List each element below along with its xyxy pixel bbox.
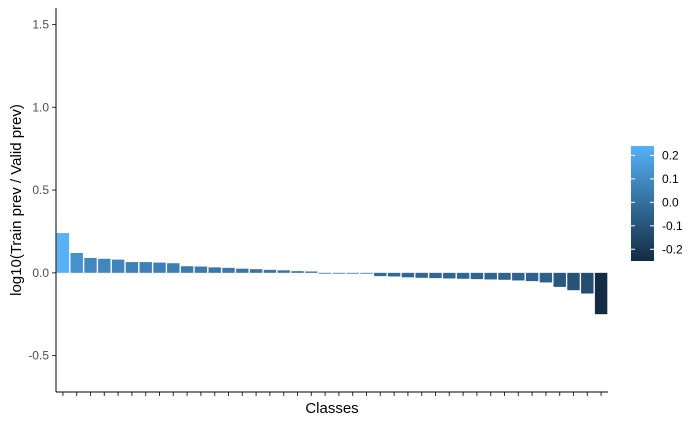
legend-tick-label: 0.0	[662, 195, 679, 209]
bar	[249, 269, 263, 273]
legend-tick-label: 0.1	[662, 172, 679, 186]
bar	[277, 270, 290, 273]
bar	[180, 266, 194, 273]
bar	[291, 271, 304, 273]
bar	[125, 262, 139, 273]
bar	[84, 257, 97, 273]
bar	[525, 272, 539, 282]
y-axis-ticks: -0.5 0.0 0.5 1.0 1.5	[28, 18, 56, 363]
bar	[401, 272, 415, 278]
bar-layer	[56, 233, 608, 315]
bar	[305, 271, 318, 273]
bar	[263, 269, 277, 273]
bar	[332, 272, 346, 274]
color-legend: 0.2 0.1 0.0 -0.1 -0.2	[631, 146, 683, 261]
bar	[581, 272, 594, 294]
bar	[139, 262, 152, 273]
bar	[167, 263, 180, 273]
color-legend-bar	[631, 146, 654, 261]
y-tick-label: 0.5	[32, 183, 49, 197]
bar	[153, 262, 166, 273]
bar	[70, 252, 83, 273]
bar	[567, 272, 580, 291]
x-axis-ticks	[62, 392, 602, 396]
bar	[594, 272, 608, 315]
legend-tick-label: 0.2	[662, 148, 679, 162]
bar	[236, 268, 249, 273]
bar	[346, 272, 359, 274]
legend-tick-label: -0.2	[662, 242, 683, 256]
bar	[470, 272, 484, 280]
bar	[539, 272, 553, 283]
bar	[360, 272, 373, 274]
bar	[111, 259, 125, 273]
y-tick-label: 0.0	[32, 266, 49, 280]
y-tick-label: -0.5	[28, 349, 49, 363]
bar	[498, 272, 511, 280]
bar	[512, 272, 525, 281]
bar	[415, 272, 428, 278]
y-axis-title: log10(Train prev / Valid prev)	[8, 104, 25, 296]
bar	[429, 272, 442, 279]
y-tick-label: 1.0	[32, 100, 49, 114]
bar	[194, 266, 208, 273]
bar	[56, 233, 70, 273]
legend-tick-label: -0.1	[662, 219, 683, 233]
bar	[98, 258, 111, 273]
bar	[208, 267, 221, 273]
bar	[456, 272, 470, 279]
color-legend-ticks: 0.2 0.1 0.0 -0.1 -0.2	[631, 148, 683, 256]
bar	[374, 272, 387, 277]
y-tick-label: 1.5	[32, 18, 49, 32]
bar	[553, 272, 566, 287]
bar	[443, 272, 456, 279]
bar	[318, 272, 332, 274]
bar	[387, 272, 401, 277]
bar	[484, 272, 497, 280]
bar	[222, 267, 235, 273]
x-axis-title: Classes	[305, 400, 358, 417]
